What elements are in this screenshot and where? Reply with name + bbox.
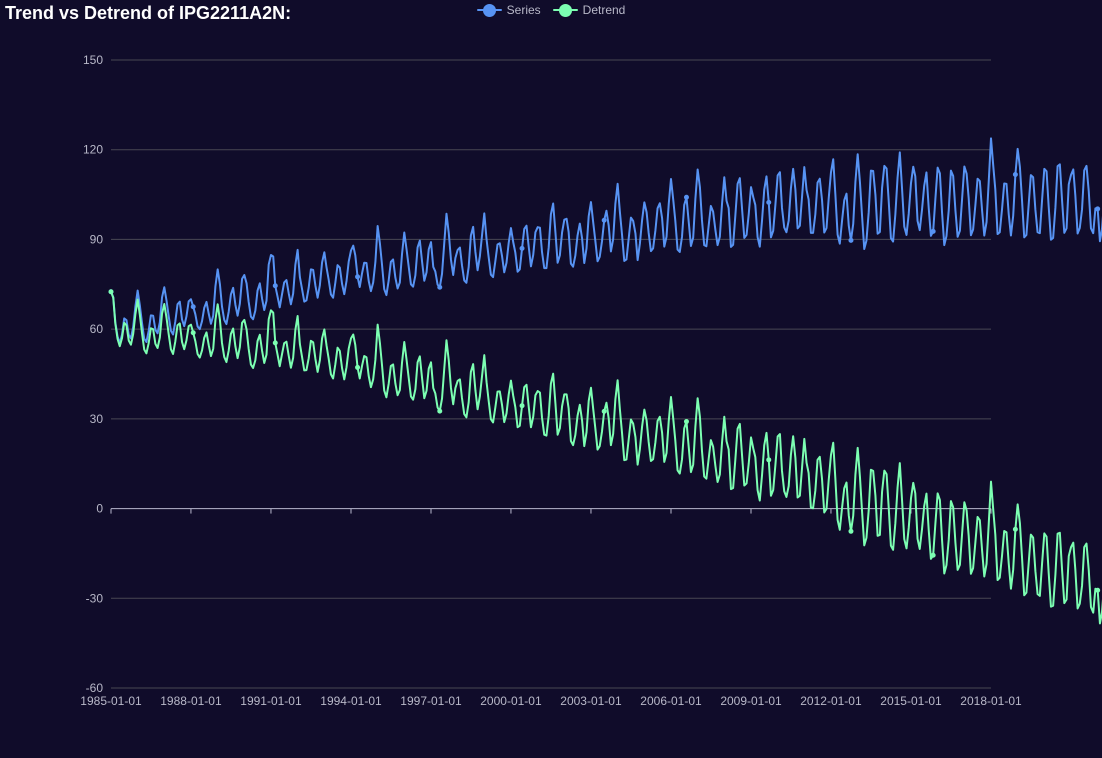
data-point: [1095, 206, 1101, 212]
data-point: [601, 217, 607, 223]
series-line-detrend: [110, 291, 1102, 625]
data-point: [355, 364, 361, 370]
data-point: [272, 340, 278, 346]
y-tick-label: 150: [83, 53, 103, 67]
data-point: [601, 408, 607, 414]
data-point: [683, 194, 689, 200]
x-tick-label: 1991-01-01: [240, 694, 302, 708]
legend-label-detrend: Detrend: [582, 3, 626, 17]
x-tick-label: 1985-01-01: [80, 694, 142, 708]
legend-label-series: Series: [506, 3, 541, 17]
data-point: [437, 408, 443, 414]
data-point: [437, 284, 443, 290]
x-tick-label: 1994-01-01: [320, 694, 382, 708]
data-point: [519, 403, 525, 409]
data-point: [190, 330, 196, 336]
series-line-series: [110, 137, 1102, 345]
x-tick-label: 2009-01-01: [720, 694, 782, 708]
legend-item-detrend[interactable]: Detrend: [552, 3, 626, 17]
series-lines: [110, 137, 1102, 625]
data-point: [272, 283, 278, 289]
data-point: [355, 274, 361, 280]
data-point: [1012, 172, 1018, 178]
legend: Series Detrend: [0, 3, 1102, 17]
series-points: [108, 172, 1101, 593]
data-point: [683, 419, 689, 425]
data-point: [930, 552, 936, 558]
x-tick-label: 2015-01-01: [880, 694, 942, 708]
data-point: [848, 237, 854, 243]
data-point: [190, 304, 196, 310]
data-point: [848, 528, 854, 534]
data-point: [766, 457, 772, 463]
y-tick-label: 0: [96, 502, 103, 516]
x-tick-label: 2018-01-01: [960, 694, 1022, 708]
x-tick-label: 2003-01-01: [560, 694, 622, 708]
legend-item-series[interactable]: Series: [476, 3, 541, 17]
y-tick-label: -60: [86, 681, 104, 695]
data-point: [930, 228, 936, 234]
x-tick-label: 1997-01-01: [400, 694, 462, 708]
legend-swatch-series: [476, 3, 502, 17]
y-tick-label: 30: [90, 412, 104, 426]
data-point: [519, 245, 525, 251]
x-tick-label: 2000-01-01: [480, 694, 542, 708]
x-tick-label: 1988-01-01: [160, 694, 222, 708]
grid-lines: [111, 59, 991, 689]
data-point: [108, 289, 114, 295]
y-tick-label: 60: [90, 322, 104, 336]
y-tick-label: 120: [83, 143, 103, 157]
y-tick-label: -30: [86, 591, 104, 605]
data-point: [1095, 587, 1101, 593]
x-tick-label: 2012-01-01: [800, 694, 862, 708]
chart-title: Trend vs Detrend of IPG2211A2N:: [5, 3, 292, 23]
data-point: [1012, 526, 1018, 532]
data-point: [766, 199, 772, 205]
axes: -60 -30 0 30 60 90 120 150 1985-01-01 1988-01-01 1…: [80, 53, 1022, 708]
x-tick-label: 2006-01-01: [640, 694, 702, 708]
legend-swatch-detrend: [552, 3, 578, 17]
y-tick-label: 90: [90, 232, 104, 246]
